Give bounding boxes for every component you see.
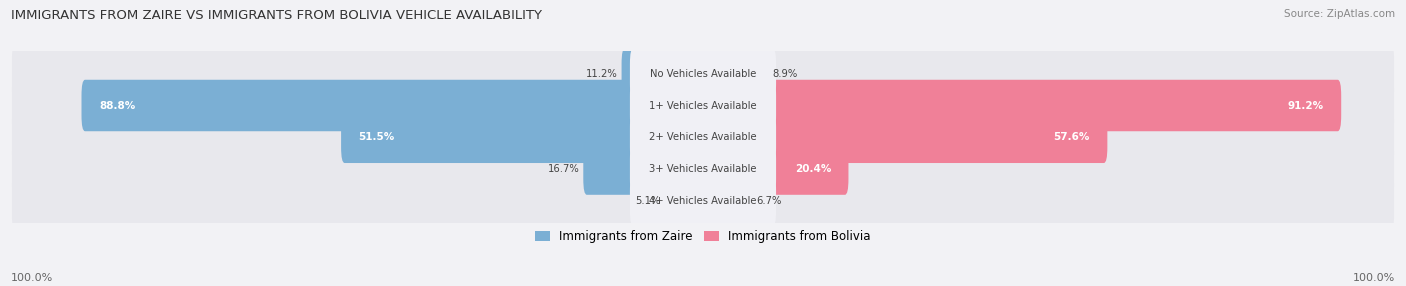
FancyBboxPatch shape <box>630 143 776 195</box>
FancyBboxPatch shape <box>769 80 1341 131</box>
FancyBboxPatch shape <box>11 164 1395 238</box>
Text: 16.7%: 16.7% <box>548 164 579 174</box>
FancyBboxPatch shape <box>82 80 637 131</box>
FancyBboxPatch shape <box>769 143 848 195</box>
FancyBboxPatch shape <box>583 143 637 195</box>
FancyBboxPatch shape <box>342 112 637 163</box>
Text: 2+ Vehicles Available: 2+ Vehicles Available <box>650 132 756 142</box>
Text: 100.0%: 100.0% <box>1353 273 1395 283</box>
Legend: Immigrants from Zaire, Immigrants from Bolivia: Immigrants from Zaire, Immigrants from B… <box>530 226 876 248</box>
FancyBboxPatch shape <box>621 48 637 100</box>
Text: 51.5%: 51.5% <box>359 132 395 142</box>
FancyBboxPatch shape <box>630 112 776 163</box>
Text: No Vehicles Available: No Vehicles Available <box>650 69 756 79</box>
Text: 20.4%: 20.4% <box>794 164 831 174</box>
FancyBboxPatch shape <box>630 48 776 100</box>
Text: 6.7%: 6.7% <box>756 196 782 206</box>
Text: 11.2%: 11.2% <box>586 69 619 79</box>
FancyBboxPatch shape <box>11 132 1395 206</box>
FancyBboxPatch shape <box>11 100 1395 174</box>
Text: 91.2%: 91.2% <box>1288 100 1324 110</box>
Text: 5.1%: 5.1% <box>636 196 661 206</box>
Text: Source: ZipAtlas.com: Source: ZipAtlas.com <box>1284 9 1395 19</box>
Text: 57.6%: 57.6% <box>1053 132 1090 142</box>
FancyBboxPatch shape <box>769 112 1108 163</box>
Text: 88.8%: 88.8% <box>98 100 135 110</box>
Text: 100.0%: 100.0% <box>11 273 53 283</box>
Text: 1+ Vehicles Available: 1+ Vehicles Available <box>650 100 756 110</box>
FancyBboxPatch shape <box>11 68 1395 143</box>
Text: 4+ Vehicles Available: 4+ Vehicles Available <box>650 196 756 206</box>
FancyBboxPatch shape <box>630 175 776 227</box>
FancyBboxPatch shape <box>11 37 1395 111</box>
FancyBboxPatch shape <box>630 80 776 131</box>
Text: 8.9%: 8.9% <box>772 69 797 79</box>
Text: 3+ Vehicles Available: 3+ Vehicles Available <box>650 164 756 174</box>
Text: IMMIGRANTS FROM ZAIRE VS IMMIGRANTS FROM BOLIVIA VEHICLE AVAILABILITY: IMMIGRANTS FROM ZAIRE VS IMMIGRANTS FROM… <box>11 9 543 21</box>
